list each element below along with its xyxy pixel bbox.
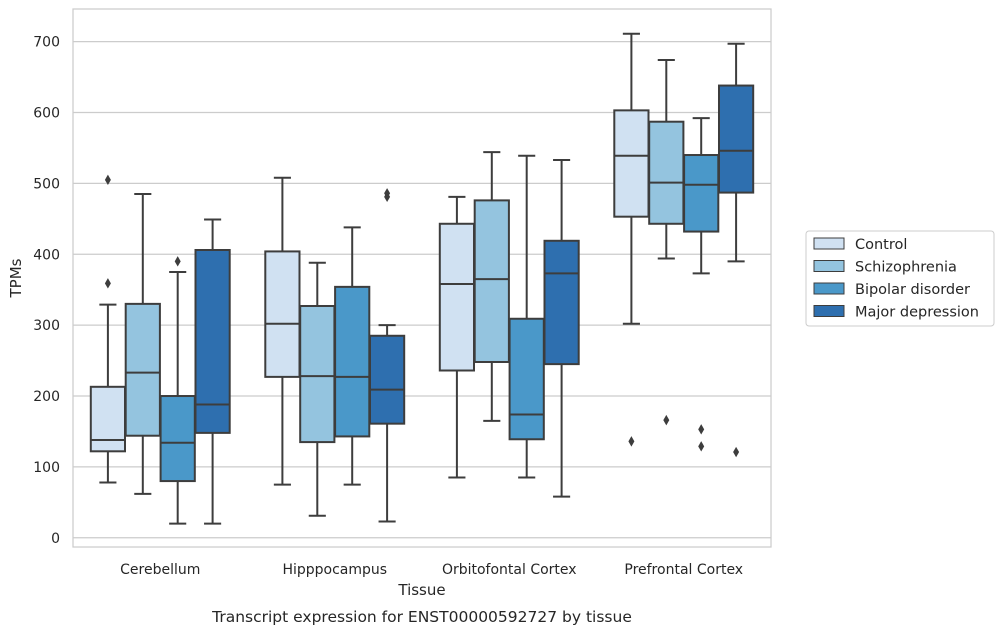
x-tick-labels: Cerebellum Hipppocampus Orbitofontal Corte… xyxy=(120,562,743,578)
box xyxy=(613,32,650,447)
box xyxy=(683,117,720,452)
box xyxy=(508,154,545,479)
outlier-point xyxy=(663,414,670,426)
plot-frame xyxy=(72,8,772,548)
box xyxy=(473,151,510,422)
box xyxy=(543,158,580,498)
legend-swatch xyxy=(813,237,845,250)
legend-label: Schizophrenia xyxy=(855,260,957,276)
box-iqr xyxy=(543,239,580,366)
legend-label: Bipolar disorder xyxy=(855,282,970,298)
series-major-depression xyxy=(194,42,755,525)
x-tick-label: Cerebellum xyxy=(120,562,200,578)
box xyxy=(194,218,231,525)
box-iqr xyxy=(264,250,301,378)
legend-label: Major depression xyxy=(855,305,979,321)
x-tick-label: Orbitofontal Cortex xyxy=(442,562,577,578)
y-tick-label: 600 xyxy=(33,105,60,121)
outlier-point xyxy=(384,188,391,199)
outlier-point xyxy=(733,446,740,458)
box-iqr xyxy=(124,302,161,437)
box xyxy=(124,193,161,495)
outlier-point xyxy=(698,441,705,452)
box-iqr xyxy=(717,84,755,194)
box-iqr xyxy=(438,222,476,372)
y-tick-label: 100 xyxy=(33,460,60,476)
chart-caption: Transcript expression for ENST0000059272… xyxy=(211,608,632,626)
series-control xyxy=(89,32,650,486)
box xyxy=(717,42,755,458)
y-axis-label: TPMs xyxy=(7,258,25,298)
box-iqr xyxy=(159,395,196,483)
y-tick-label: 0 xyxy=(51,531,60,547)
box-iqr xyxy=(683,154,720,233)
outlier-point xyxy=(104,174,111,186)
box xyxy=(438,195,476,479)
legend-frame xyxy=(805,230,995,327)
legend-label: Control xyxy=(855,237,907,253)
box-groups xyxy=(89,32,755,525)
outlier-point xyxy=(628,436,635,447)
box-iqr xyxy=(613,109,650,218)
legend: Control Schizophrenia Bipolar disorder Majo… xyxy=(805,230,995,327)
box-iqr xyxy=(89,385,127,453)
y-tick-labels: 0 100 200 300 400 500 600 700 xyxy=(33,35,60,547)
y-tick-label: 500 xyxy=(33,176,60,192)
legend-swatch xyxy=(813,260,845,272)
box xyxy=(264,176,301,486)
legend-swatch xyxy=(813,305,845,317)
box xyxy=(368,188,406,523)
outlier-point xyxy=(104,278,111,289)
box-iqr xyxy=(473,199,510,363)
y-tick-label: 200 xyxy=(33,389,60,405)
y-tick-label: 300 xyxy=(33,318,60,334)
outlier-point xyxy=(174,256,181,267)
box-iqr xyxy=(334,285,371,438)
box-iqr xyxy=(299,304,336,444)
x-tick-label: Prefrontal Cortex xyxy=(624,562,743,578)
box-iqr xyxy=(648,120,685,225)
box-iqr xyxy=(368,334,406,425)
x-tick-label: Hipppocampus xyxy=(282,562,387,578)
series-bipolar-disorder xyxy=(159,117,720,525)
box-iqr xyxy=(508,317,545,441)
x-axis-label: Tissue xyxy=(397,581,445,599)
legend-swatch xyxy=(813,282,845,295)
box xyxy=(159,256,196,525)
box-iqr xyxy=(194,249,231,434)
outlier-point xyxy=(698,424,705,435)
y-tick-label: 700 xyxy=(33,35,60,51)
box xyxy=(89,174,127,484)
y-tick-label: 400 xyxy=(33,247,60,263)
